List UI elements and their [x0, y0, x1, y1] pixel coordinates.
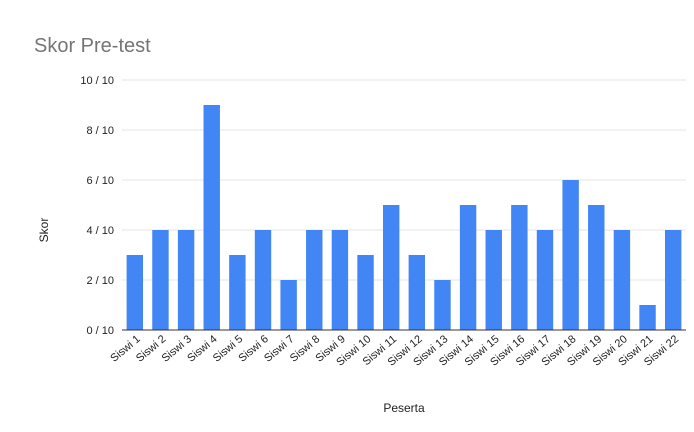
- bar: [203, 105, 220, 330]
- chart-title: Skor Pre-test: [34, 35, 151, 57]
- y-tick-label: 2 / 10: [86, 275, 114, 287]
- y-axis-ticks: 0 / 10 2 / 10 4 / 10 6 / 10 8 / 10 10 / 10: [80, 75, 114, 337]
- bar: [536, 230, 554, 330]
- bar: [588, 205, 605, 330]
- y-axis-title: Skor: [37, 218, 51, 243]
- bar: [511, 205, 528, 330]
- bar: [434, 280, 451, 330]
- y-tick-label: 4 / 10: [86, 225, 114, 237]
- bar: [177, 230, 195, 330]
- bar: [126, 255, 144, 330]
- bar: [485, 230, 502, 330]
- y-tick-label: 10 / 10: [80, 75, 114, 87]
- bar: [254, 230, 272, 330]
- y-tick-label: 8 / 10: [86, 125, 114, 137]
- bar: [562, 180, 579, 330]
- bar: [382, 205, 400, 330]
- bar: [152, 230, 169, 330]
- y-tick-label: 6 / 10: [86, 175, 114, 187]
- bar: [613, 230, 631, 330]
- bar: [639, 305, 656, 330]
- bar: [306, 230, 323, 330]
- bar: [229, 255, 246, 330]
- bar: [408, 255, 426, 330]
- bar: [280, 280, 297, 330]
- bar: [664, 230, 682, 330]
- bar: [331, 230, 349, 330]
- bars: [126, 105, 682, 330]
- x-axis-title: Peserta: [383, 401, 425, 415]
- bar: [357, 255, 374, 330]
- bar: [459, 205, 477, 330]
- y-tick-label: 0 / 10: [86, 325, 114, 337]
